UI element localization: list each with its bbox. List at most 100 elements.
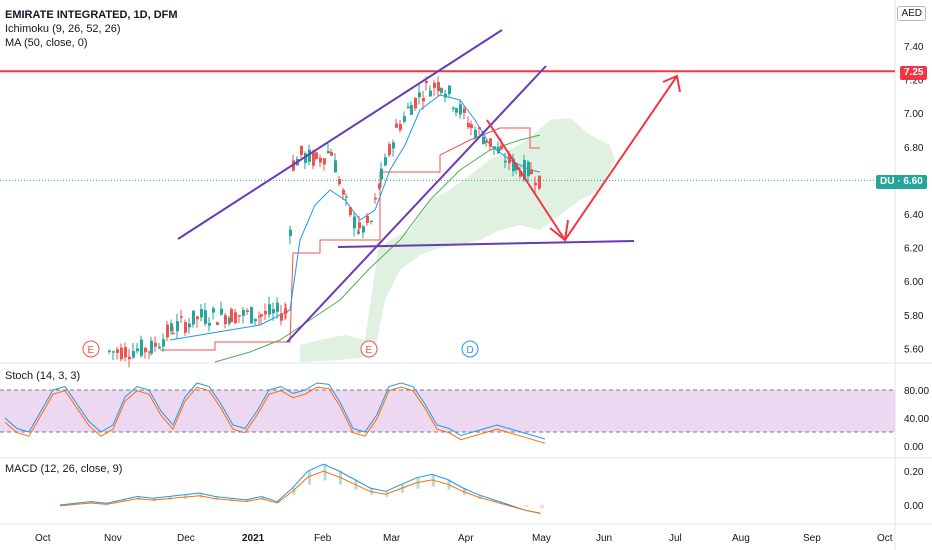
- macd-histogram-bar: [91, 501, 94, 503]
- candle-body: [188, 323, 191, 328]
- macd-histogram-bar: [215, 496, 218, 500]
- candle-body: [388, 144, 391, 156]
- time-axis-label: Aug: [732, 533, 750, 544]
- candle-body: [459, 104, 462, 115]
- candle-body: [304, 153, 307, 163]
- stoch-tick-label: 0.00: [904, 442, 924, 453]
- candle-body: [530, 169, 533, 175]
- candle-body: [374, 197, 377, 200]
- candle-body: [224, 315, 227, 325]
- candle-body: [538, 175, 541, 189]
- macd-histogram-bar: [494, 499, 497, 502]
- candle-body: [338, 178, 341, 185]
- candle-body: [444, 93, 447, 98]
- event-marker-letter: E: [366, 345, 373, 356]
- last-price-tag: DU · 6.60: [876, 175, 927, 189]
- price-tick-label: 6.00: [904, 277, 924, 288]
- candle-body: [132, 350, 135, 358]
- candle-body: [437, 82, 440, 92]
- candle-body: [342, 189, 345, 195]
- candle-body: [380, 168, 383, 180]
- candle-body: [276, 302, 279, 312]
- ichimoku-legend[interactable]: Ichimoku (9, 26, 52, 26): [5, 23, 121, 35]
- macd-histogram-bar: [463, 488, 466, 495]
- candle-body: [425, 80, 428, 83]
- candle-body: [327, 151, 330, 154]
- candle-body: [212, 308, 215, 313]
- candle-body: [148, 351, 151, 353]
- ma-legend[interactable]: MA (50, close, 0): [5, 37, 88, 49]
- candle-body: [184, 322, 187, 333]
- price-tick-label: 7.00: [904, 109, 924, 120]
- candle-body: [358, 222, 361, 229]
- price-tick-label: 7.20: [904, 76, 924, 87]
- candle-body: [192, 310, 195, 325]
- macd-legend[interactable]: MACD (12, 26, close, 9): [5, 463, 123, 475]
- candle-body: [208, 322, 211, 326]
- macd-line: [59, 463, 541, 514]
- candle-body: [362, 226, 365, 233]
- candle-body: [500, 145, 503, 150]
- channel-upper-line: [177, 29, 503, 240]
- stoch-legend[interactable]: Stoch (14, 3, 3): [5, 370, 81, 382]
- candle-body: [260, 314, 263, 317]
- stoch-band: [0, 390, 895, 432]
- candle-body: [330, 152, 333, 156]
- candle-body: [272, 309, 275, 314]
- macd-histogram-bar: [75, 503, 79, 504]
- candle-body: [429, 90, 432, 97]
- candle-body: [448, 85, 451, 95]
- candle-body: [158, 346, 161, 349]
- stoch-tick-label: 40.00: [904, 414, 929, 425]
- candle-body: [512, 158, 515, 172]
- macd-histogram-bar: [292, 488, 296, 495]
- time-axis-label: Nov: [104, 533, 122, 544]
- currency-badge[interactable]: AED: [897, 6, 926, 21]
- candle-body: [140, 339, 143, 356]
- macd-histogram-bar: [416, 477, 420, 489]
- candle-body: [128, 356, 131, 360]
- price-tick-label: 5.80: [904, 311, 924, 322]
- arrowhead-down: [549, 219, 569, 242]
- candle-body: [144, 347, 147, 353]
- candle-body: [378, 183, 381, 189]
- time-axis-label: Feb: [314, 533, 332, 544]
- macd-histogram-bar: [199, 493, 203, 498]
- candle-body: [268, 304, 271, 315]
- candle-body: [234, 312, 237, 324]
- time-axis-label: Oct: [877, 533, 893, 544]
- macd-histogram-bar: [323, 464, 327, 481]
- stoch-tick-label: 80.00: [904, 386, 929, 397]
- candle-body: [108, 350, 111, 352]
- time-axis-label: Jun: [596, 533, 612, 544]
- time-axis-label: Apr: [458, 533, 474, 544]
- candle-body: [334, 160, 337, 173]
- channel-lower-line: [286, 65, 547, 343]
- candle-body: [289, 229, 292, 236]
- candle-body: [345, 196, 348, 198]
- macd-histogram-bar: [137, 496, 141, 500]
- candle-body: [482, 136, 485, 145]
- candle-body: [463, 108, 466, 113]
- macd-histogram-bar: [540, 505, 544, 509]
- candle-body: [407, 106, 410, 109]
- chart-legend: EMIRATE INTEGRATED, 1D, DFM Ichimoku (9,…: [5, 8, 178, 50]
- candle-body: [384, 157, 387, 166]
- price-tick-label: 6.20: [904, 244, 924, 255]
- candle-body: [200, 308, 203, 318]
- stoch-k-line: [4, 382, 546, 440]
- candle-body: [242, 309, 245, 316]
- candle-body: [534, 182, 537, 186]
- candle-body: [353, 216, 356, 229]
- macd-histogram-bar: [525, 505, 528, 508]
- candle-body: [523, 160, 526, 180]
- support-line: [337, 240, 635, 248]
- time-axis-label: Mar: [383, 533, 401, 544]
- candle-body: [228, 317, 231, 324]
- candle-body: [170, 323, 173, 332]
- candle-body: [410, 105, 413, 115]
- arrowhead-up: [662, 74, 681, 93]
- symbol-title[interactable]: EMIRATE INTEGRATED, 1D, DFM: [5, 9, 178, 21]
- macd-histogram-bar: [261, 496, 265, 500]
- candle-body: [112, 351, 115, 353]
